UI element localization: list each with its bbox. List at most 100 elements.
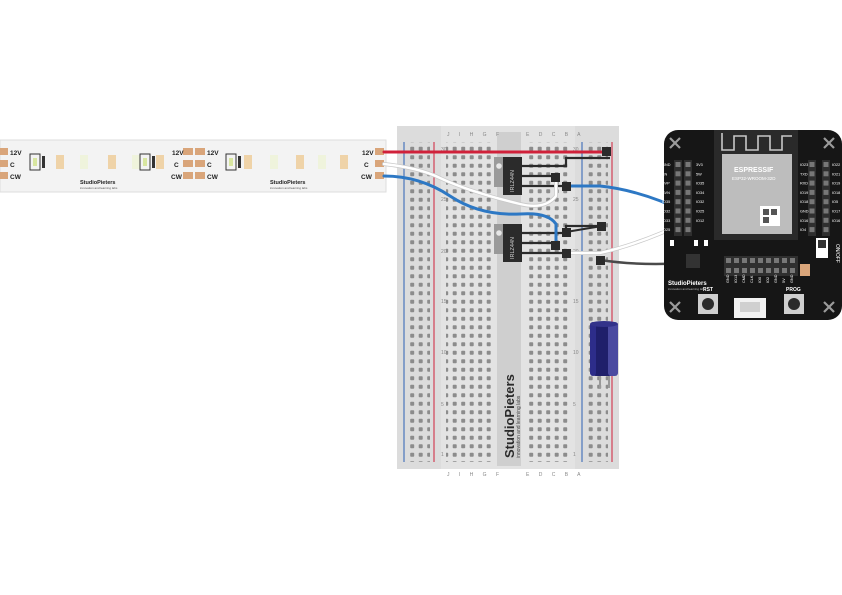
led-warm (56, 155, 64, 169)
row-number-10-r: 10 (573, 350, 579, 356)
led-driver-pin (152, 156, 155, 168)
led-cool (318, 155, 326, 169)
header-pin (675, 189, 681, 195)
mosfet-2: IRLZ44N (494, 224, 522, 262)
esp32-module: ESPRESSIF ESP32-WROOM-32D (714, 130, 798, 240)
led-warm (156, 155, 164, 169)
row-number-10: 10 (441, 350, 447, 356)
right-header-pins (809, 162, 829, 233)
pin-label: IO23 (800, 163, 808, 167)
header-pin (809, 162, 815, 167)
bb-col-letters-right: E D C B A (526, 132, 585, 138)
header-pin (685, 227, 691, 233)
header-pin (823, 208, 829, 214)
pin-label: EN (662, 172, 668, 176)
pin-label: IO0 (758, 277, 762, 283)
led-driver-pin (42, 156, 45, 168)
header-pin (809, 171, 815, 177)
switch-label: ON/OFF (834, 244, 840, 263)
pin-label: IO18 (800, 200, 808, 204)
led-driver-chip (143, 158, 147, 166)
left-header-pins (675, 162, 691, 233)
pin-label: GND (790, 274, 794, 283)
header-pin (685, 171, 691, 177)
esp32-tagline: innovation and learning labs (668, 287, 706, 291)
header-pin (809, 217, 815, 223)
module-brand: ESPRESSIF (734, 167, 774, 174)
header-pin (685, 180, 691, 186)
pad-label-12v-b: 12V (207, 150, 219, 157)
header-pin (823, 199, 829, 205)
led-driver (225, 153, 237, 171)
header-pin (675, 227, 681, 233)
rst-button[interactable] (698, 294, 718, 314)
bb-col-letters-left: J I H G F (447, 132, 503, 138)
row-number-5-r: 5 (573, 402, 576, 408)
header-pin (675, 180, 681, 186)
pin-label: GND (662, 163, 671, 167)
led-warm (296, 155, 304, 169)
pin-label: IO32 (662, 210, 670, 214)
row-number-30-r: 30 (573, 147, 579, 153)
led-cool (80, 155, 88, 169)
mosfet-2-label: IRLZ44N (510, 237, 516, 259)
pin-label: 3V3 (696, 163, 703, 167)
pin-label: GND (726, 274, 730, 283)
pin-label: IO12 (696, 219, 704, 223)
wire-cw-blue (382, 174, 558, 246)
header-pin (774, 268, 779, 273)
pad-label-c-b: C (207, 162, 212, 169)
row-number-30: 30 (441, 147, 447, 153)
led-cool (270, 155, 278, 169)
led-warm (108, 155, 116, 169)
pin-label: IO35 (696, 182, 704, 186)
pin-label: IO35 (662, 200, 670, 204)
esp32-brand: StudioPieters (668, 281, 707, 287)
pad-label-c-a: C (174, 162, 179, 169)
strip-tagline-2: innovation and learning labs (270, 186, 308, 190)
header-pin (809, 199, 815, 205)
mosfet-1-label: IRLZ44N (510, 170, 516, 192)
left-pin-labels-2: 3V3 5W IO35 IO34 IO32 IO25 IO12 (696, 163, 704, 223)
pin-label: GND (800, 210, 809, 214)
row-number-20: 20 (441, 249, 447, 255)
left-pin-labels: GND EN SVP SVN IO35 IO32 IO33 IO25 (662, 163, 671, 232)
header-pin (790, 258, 795, 263)
row-number-15: 15 (441, 299, 447, 305)
bottom-header-pins (726, 258, 795, 273)
header-pin (675, 162, 681, 167)
pin-label: IO33 (662, 219, 670, 223)
strip-left-pads: 12V C CW (0, 148, 22, 181)
header-pin (809, 227, 815, 233)
prog-button[interactable] (784, 294, 804, 314)
module-model: ESP32-WROOM-32D (732, 176, 776, 181)
right-pin-labels-2: IO22 IO21 IO19 IO18 IO5 IO17 IO16 (832, 163, 840, 223)
pin-label: SVP (662, 182, 670, 186)
header-pin (823, 217, 829, 223)
led-cool (132, 155, 140, 169)
header-pin (823, 180, 829, 186)
prog-label: PROG (786, 287, 801, 293)
pin-label: GND (774, 274, 778, 283)
header-pin (685, 208, 691, 214)
pin-label: IO17 (832, 210, 840, 214)
pin-label: IO32 (696, 200, 704, 204)
header-pin (726, 258, 731, 263)
row-number-1: 1 (441, 452, 444, 458)
bb-row-numbers-left: 30 25 20 15 10 5 1 (441, 147, 447, 458)
rst-label: RST (703, 287, 713, 293)
pad-label-c-end: C (364, 162, 369, 169)
mounting-holes (669, 137, 835, 313)
row-number-1-r: 1 (573, 452, 576, 458)
esp32-board: ESPRESSIF ESP32-WROOM-32D GND EN SVP SVN IO3… (662, 130, 842, 320)
led-strip: 12V C CW 12V C CW 12V C CW 12V C CW (0, 139, 387, 193)
pin-label: RXD (800, 182, 808, 186)
header-pin (823, 227, 829, 233)
header-pin (742, 258, 747, 263)
pin-label: IO5 (832, 200, 838, 204)
pin-label: TXD (800, 172, 808, 176)
led-driver-chip (229, 158, 233, 166)
pad-label-c: C (10, 162, 15, 169)
bb-col-letters-left-bottom: J I H G F (447, 472, 503, 478)
